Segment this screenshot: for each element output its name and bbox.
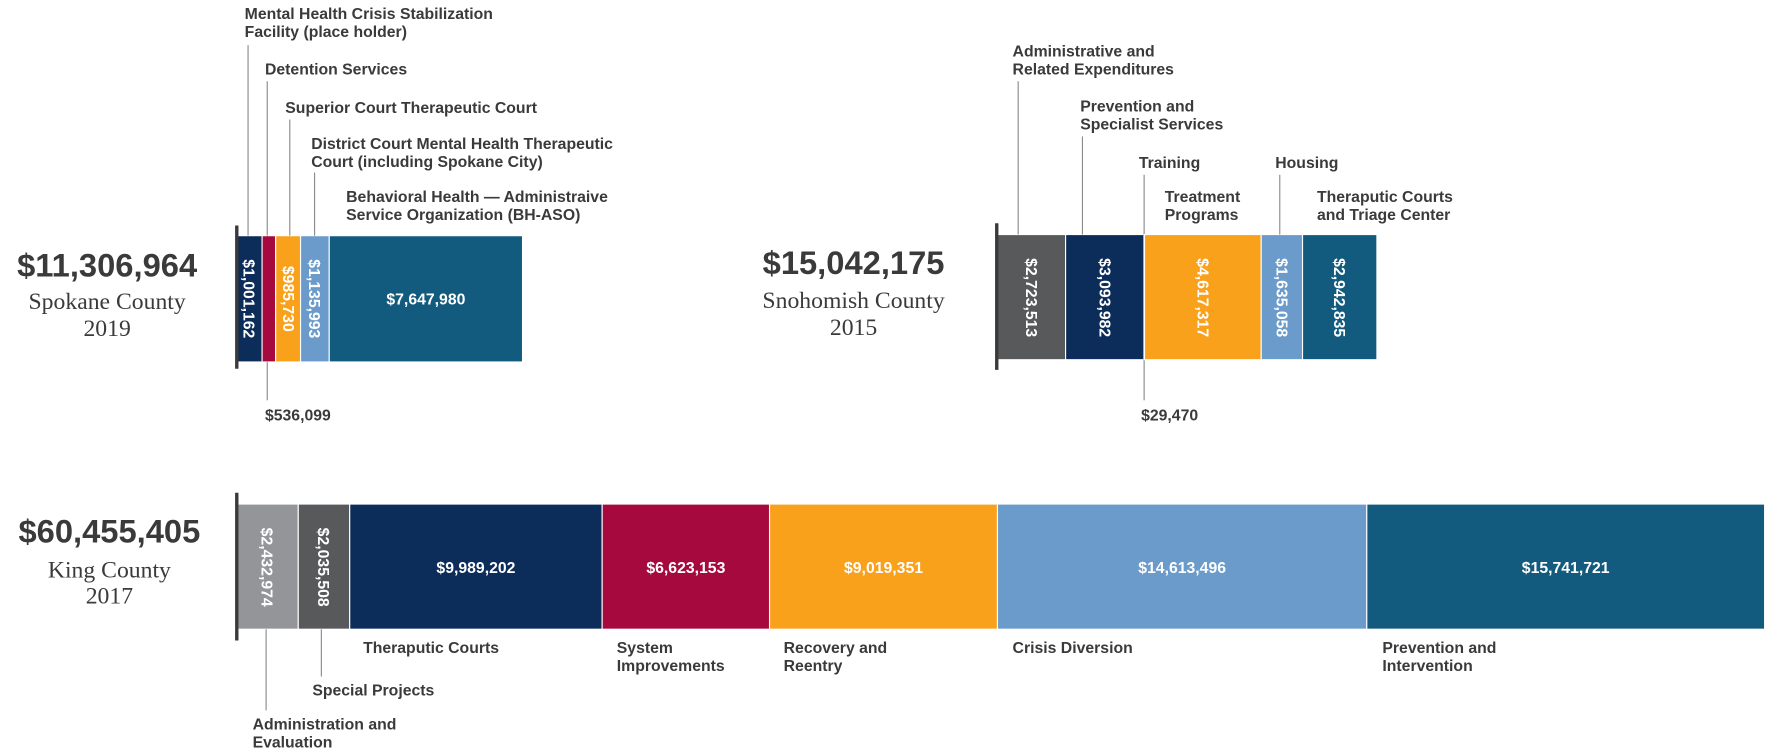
category-label: District Court Mental Health Therapeutic… — [311, 134, 613, 171]
value-label: $2,035,508 — [314, 527, 333, 607]
value-label: $536,099 — [264, 405, 331, 424]
bar-segment — [996, 233, 1067, 361]
bar-segment — [996, 503, 1368, 630]
value-label: $29,470 — [1141, 405, 1199, 424]
county-name: Spokane County — [28, 287, 186, 315]
bar-segment — [299, 235, 330, 363]
value-label: $1,001,162 — [240, 259, 259, 339]
value-label: $4,617,317 — [1193, 257, 1212, 337]
value-label: $1,635,058 — [1272, 257, 1291, 337]
bar-segment — [1065, 233, 1145, 361]
value-label: $14,613,496 — [1138, 557, 1227, 576]
category-label: Administration and Evaluation — [252, 714, 397, 751]
bar-segment — [297, 503, 351, 630]
category-label: Housing — [1275, 153, 1339, 172]
bar-segment — [601, 503, 771, 630]
value-label: $2,432,974 — [258, 527, 277, 607]
category-label: Special Projects — [312, 681, 435, 700]
value-label: $985,730 — [279, 265, 298, 332]
category-label: Treatment Programs — [1164, 187, 1241, 224]
bar-segment — [1301, 233, 1378, 361]
category-label: Recovery and Reentry — [783, 638, 888, 675]
bar-segment — [236, 503, 299, 630]
category-label: System Improvements — [616, 638, 725, 675]
bar-segment — [1143, 233, 1262, 361]
category-label: Detention Services — [264, 59, 408, 78]
category-label: Mental Health Crisis Stabilization Facil… — [244, 4, 493, 41]
bar-segment — [768, 503, 999, 630]
value-label: $6,623,153 — [646, 557, 726, 576]
total: $15,042,175 — [762, 245, 945, 282]
total: $60,455,405 — [18, 514, 201, 551]
bar-segment — [328, 235, 524, 363]
value-label: $3,093,982 — [1095, 257, 1114, 337]
county-name: Snohomish County — [762, 286, 945, 314]
bar-segment — [1366, 503, 1766, 630]
bar-segment — [1260, 233, 1304, 361]
year: 2017 — [85, 581, 134, 609]
category-label: Training — [1138, 153, 1201, 172]
value-label: $1,135,993 — [305, 259, 324, 339]
category-label: Prevention and Intervention — [1382, 638, 1497, 675]
year: 2019 — [83, 314, 131, 342]
total: $11,306,964 — [17, 248, 198, 285]
value-label: $9,989,202 — [436, 557, 516, 576]
category-label: Behavioral Health — Administraive Servic… — [346, 187, 608, 224]
category-label: Crisis Diversion — [1012, 638, 1133, 657]
category-label: Administrative and Related Expenditures — [1012, 41, 1174, 78]
category-label: Theraputic Courts — [363, 638, 500, 657]
category-label: Superior Court Therapeutic Court — [285, 98, 537, 117]
category-label: Theraputic Courts and Triage Center — [1316, 187, 1453, 224]
bar-segment — [349, 503, 603, 630]
value-label: $2,723,513 — [1022, 257, 1041, 337]
value-label: $2,942,835 — [1330, 257, 1349, 337]
category-label: Prevention and Specialist Services — [1080, 96, 1224, 134]
value-label: $15,741,721 — [1521, 557, 1610, 576]
value-label: $7,647,980 — [386, 289, 466, 308]
year: 2015 — [829, 313, 878, 341]
bar-segment — [261, 235, 277, 363]
value-label: $9,019,351 — [843, 557, 924, 576]
county-name: King County — [47, 555, 171, 583]
